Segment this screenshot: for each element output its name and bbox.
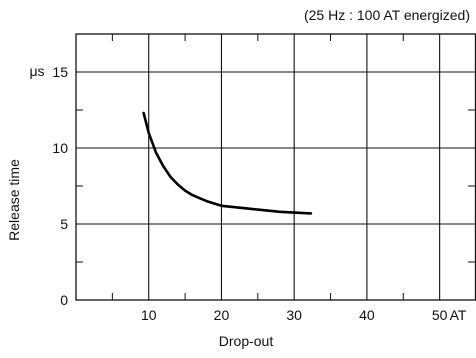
x-unit-label: AT — [450, 307, 467, 323]
chart-note: (25 Hz : 100 AT energized) — [304, 7, 470, 23]
y-tick-label: 10 — [52, 140, 68, 156]
x-axis-title: Drop-out — [219, 333, 274, 349]
release-time-curve — [142, 111, 313, 215]
y-tick-label: 5 — [60, 216, 68, 232]
x-tick-label: 30 — [286, 307, 302, 323]
x-tick-label: 20 — [214, 307, 230, 323]
x-tick-label: 10 — [141, 307, 157, 323]
y-tick-label: 15 — [52, 64, 68, 80]
y-tick-label: 0 — [60, 292, 68, 308]
y-unit-label: μs — [29, 63, 44, 79]
x-tick-label: 40 — [359, 307, 375, 323]
y-axis-title: Release time — [6, 159, 22, 241]
x-tick-label: 50 — [432, 307, 448, 323]
plot-frame — [75, 33, 476, 301]
